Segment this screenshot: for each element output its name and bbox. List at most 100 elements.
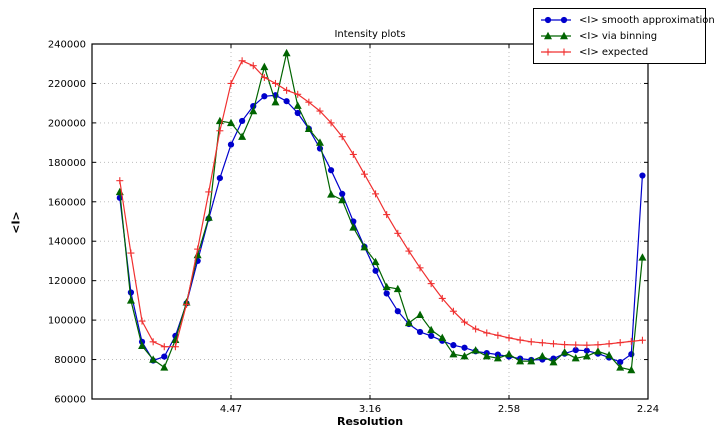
data-point-marker bbox=[627, 365, 636, 374]
y-tick-label: 80000 bbox=[54, 355, 86, 366]
data-point-marker bbox=[505, 350, 513, 358]
data-point-marker bbox=[583, 347, 590, 354]
legend-label: <I> expected bbox=[579, 46, 649, 58]
data-point-marker bbox=[493, 353, 502, 362]
data-point-marker bbox=[360, 242, 369, 251]
data-point-marker bbox=[616, 363, 625, 371]
data-point-marker bbox=[428, 332, 435, 339]
data-point-marker bbox=[393, 284, 402, 293]
data-point-marker bbox=[260, 62, 269, 71]
data-point-marker bbox=[471, 346, 480, 354]
data-point-marker bbox=[249, 106, 258, 115]
data-point-marker bbox=[605, 351, 614, 359]
data-point-marker bbox=[638, 253, 647, 261]
y-axis-label: <I> bbox=[9, 211, 23, 234]
data-point-marker bbox=[283, 98, 290, 105]
data-point-marker bbox=[560, 31, 568, 40]
legend-item: <I> smooth approximation bbox=[539, 12, 715, 28]
data-point-marker bbox=[216, 175, 223, 182]
data-point-marker bbox=[560, 16, 568, 24]
data-point-marker bbox=[160, 363, 169, 371]
data-point-marker bbox=[327, 190, 336, 198]
data-point-marker bbox=[560, 348, 569, 356]
data-point-marker bbox=[227, 118, 235, 127]
data-point-marker bbox=[304, 124, 313, 133]
data-point-marker bbox=[617, 359, 624, 366]
legend-box: <I> smooth approximation <I> via binning… bbox=[533, 8, 715, 64]
y-tick-label: 100000 bbox=[48, 316, 86, 327]
legend-item: <I> expected bbox=[539, 44, 700, 60]
data-point-marker bbox=[549, 357, 558, 366]
data-point-marker bbox=[138, 341, 147, 349]
data-point-marker bbox=[450, 342, 457, 349]
data-point-marker bbox=[327, 167, 335, 174]
data-point-marker bbox=[239, 117, 246, 125]
data-point-marker bbox=[127, 289, 135, 296]
data-point-marker bbox=[116, 194, 123, 201]
data-point-marker bbox=[372, 267, 379, 274]
data-point-marker bbox=[261, 93, 268, 100]
x-tick-label: 2.58 bbox=[498, 404, 520, 415]
data-point-marker bbox=[227, 141, 235, 148]
y-tick-label: 220000 bbox=[48, 79, 86, 90]
legend-item: <I> via binning bbox=[539, 28, 700, 44]
data-point-marker bbox=[544, 16, 552, 24]
legend-label: <I> smooth approximation bbox=[579, 14, 715, 26]
series-line-1 bbox=[119, 52, 643, 371]
y-tick-label: 160000 bbox=[48, 197, 86, 208]
data-point-marker bbox=[371, 257, 380, 266]
legend-marker-sample-via-binning bbox=[541, 31, 571, 40]
data-point-marker bbox=[482, 352, 491, 360]
data-point-marker bbox=[383, 290, 390, 297]
data-point-marker bbox=[282, 48, 291, 57]
data-point-marker bbox=[572, 346, 579, 354]
data-point-marker bbox=[339, 190, 346, 197]
data-point-marker bbox=[315, 138, 324, 146]
y-tick-label: 120000 bbox=[48, 276, 86, 287]
y-tick-label: 60000 bbox=[54, 395, 86, 406]
data-point-marker bbox=[527, 356, 536, 365]
data-point-marker bbox=[438, 333, 447, 342]
y-tick-label: 140000 bbox=[48, 237, 86, 248]
data-point-marker bbox=[593, 347, 602, 355]
data-point-marker bbox=[461, 344, 468, 351]
data-point-marker bbox=[571, 353, 580, 362]
data-point-marker bbox=[582, 352, 591, 360]
data-point-marker bbox=[161, 353, 168, 360]
data-point-marker bbox=[416, 310, 425, 318]
x-axis-label: Resolution bbox=[336, 415, 404, 428]
x-tick-label: 3.16 bbox=[359, 404, 381, 415]
series-line-0 bbox=[119, 94, 643, 363]
data-point-marker bbox=[149, 355, 158, 363]
data-point-marker bbox=[204, 213, 213, 221]
plot-title: Intensity plots bbox=[334, 29, 406, 40]
data-point-marker bbox=[427, 325, 436, 334]
data-point-marker bbox=[126, 296, 135, 304]
data-point-marker bbox=[115, 187, 124, 196]
data-point-marker bbox=[460, 352, 469, 360]
data-point-marker bbox=[294, 109, 301, 117]
data-point-marker bbox=[449, 350, 458, 358]
data-point-marker bbox=[538, 352, 547, 360]
data-point-marker bbox=[404, 318, 413, 327]
data-point-marker bbox=[516, 356, 525, 365]
x-tick-label: 2.24 bbox=[637, 404, 659, 415]
legend-marker-sample-smooth-approximation bbox=[541, 16, 571, 24]
series-line-2 bbox=[119, 60, 643, 348]
y-tick-label: 200000 bbox=[48, 118, 86, 129]
legend-marker-sample-expected bbox=[541, 48, 571, 56]
x-tick-label: 4.47 bbox=[220, 404, 242, 415]
data-point-marker bbox=[338, 195, 347, 204]
data-point-marker bbox=[544, 31, 552, 40]
data-point-marker bbox=[238, 132, 247, 140]
legend-label: <I> via binning bbox=[579, 30, 658, 42]
data-point-marker bbox=[639, 172, 646, 179]
data-point-marker bbox=[349, 223, 358, 231]
data-point-marker bbox=[416, 328, 424, 336]
data-point-marker bbox=[293, 101, 302, 109]
data-point-marker bbox=[394, 308, 401, 315]
data-point-marker bbox=[382, 282, 391, 291]
y-tick-label: 240000 bbox=[48, 40, 86, 51]
